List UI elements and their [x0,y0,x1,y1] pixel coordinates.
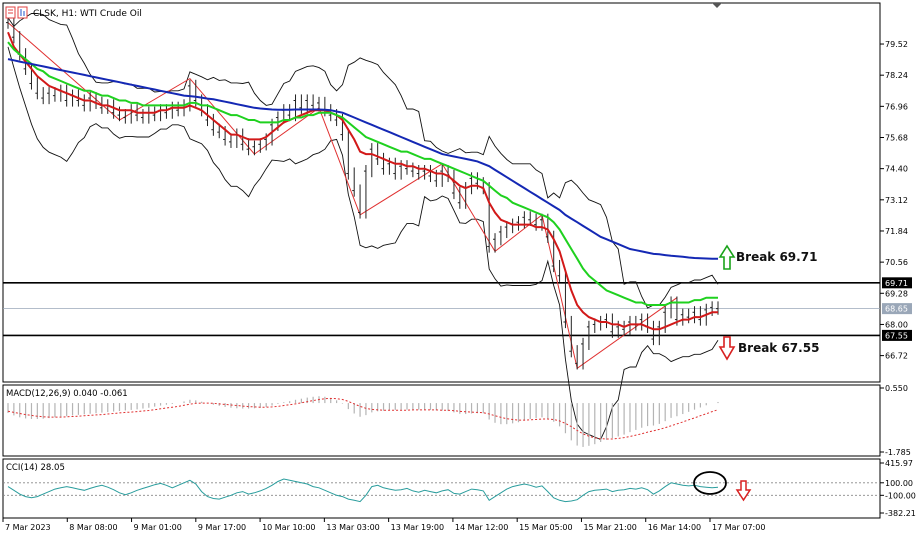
price-axis-label: 75.68 [885,134,908,143]
level-price-tag-label: 67.55 [885,331,908,340]
macd-signal-line [7,397,719,440]
cci-label: CCI(14) 28.05 [6,463,65,473]
cci-axis-label: 100.00 [885,479,913,488]
macd-axis-label: 0.550 [885,384,908,393]
chart-type-icon[interactable] [17,6,28,19]
axes-layer: 79.52 78.24 76.96 75.68 74.40 73.12 71.84 70.56… [2,40,916,532]
break-up-annotation: Break 69.71 [718,244,817,270]
price-axis-label: 66.72 [885,352,908,361]
cci-highlight-circle [693,471,727,495]
mid-ma-line [7,41,718,306]
main-plot-layer [3,13,880,441]
price-axis-label: 74.40 [885,165,908,174]
window-header: CLSK, H1: WTI Crude Oil [5,6,142,19]
time-axis-label: 13 Mar 19:00 [391,523,444,532]
price-axis-label: 73.12 [885,196,908,205]
price-axis-label: 70.56 [885,258,908,267]
cci-down-arrow-icon [735,480,752,502]
price-axis-label: 71.84 [885,227,908,236]
symbol-title: CLSK, H1: WTI Crude Oil [33,9,142,19]
down-arrow-icon [718,336,736,361]
time-axis-label: 8 Mar 08:00 [69,523,117,532]
level-price-tag-label: 68.65 [885,305,908,314]
price-axis-label: 78.24 [885,71,908,80]
macd-plot-layer [7,396,719,447]
time-axis-label: 15 Mar 21:00 [583,523,636,532]
price-axis-label: 79.52 [885,40,908,49]
lower-band-line [7,46,719,441]
level-price-tag [882,329,912,341]
macd-panel[interactable] [2,384,881,457]
price-axis-label: 76.96 [885,102,908,111]
macd-label: MACD(12,26,9) 0.040 -0.061 [6,389,128,399]
level-price-tag-label: 69.71 [885,279,908,288]
price-axis-label: 69.28 [885,289,908,298]
cci-axis-label: -100.00 [885,491,916,500]
level-price-tag [882,277,912,289]
time-axis-label: 7 Mar 2023 [5,523,51,532]
time-axis-label: 14 Mar 12:00 [455,523,508,532]
macd-axis-label: -1.785 [885,448,911,457]
fast-ma-line [7,31,718,331]
time-axis-label: 15 Mar 05:00 [519,523,572,532]
main-panel[interactable] [2,2,881,383]
slow-ma-line [7,58,718,260]
cci-panel[interactable] [2,458,881,519]
price-axis-label: 68.00 [885,320,908,329]
time-axis-label: 9 Mar 01:00 [134,523,182,532]
up-arrow-icon [718,244,736,270]
time-axis-label: 9 Mar 17:00 [198,523,246,532]
time-axis-label: 17 Mar 07:00 [712,523,765,532]
time-axis-label: 10 Mar 10:00 [262,523,315,532]
level-price-tag [882,303,912,315]
cci-axis-label: 415.97 [885,459,913,468]
cci-axis-label: -382.21 [885,509,916,518]
cci-plot-layer [3,478,880,503]
chart-shift-marker-icon[interactable] [712,3,722,8]
break-down-annotation: Break 67.55 [718,336,819,361]
time-axis-label: 13 Mar 03:00 [326,523,379,532]
cci-line [7,478,719,503]
time-axis-label: 16 Mar 14:00 [648,523,701,532]
break-up-label: Break 69.71 [736,250,817,264]
break-down-label: Break 67.55 [738,341,819,355]
